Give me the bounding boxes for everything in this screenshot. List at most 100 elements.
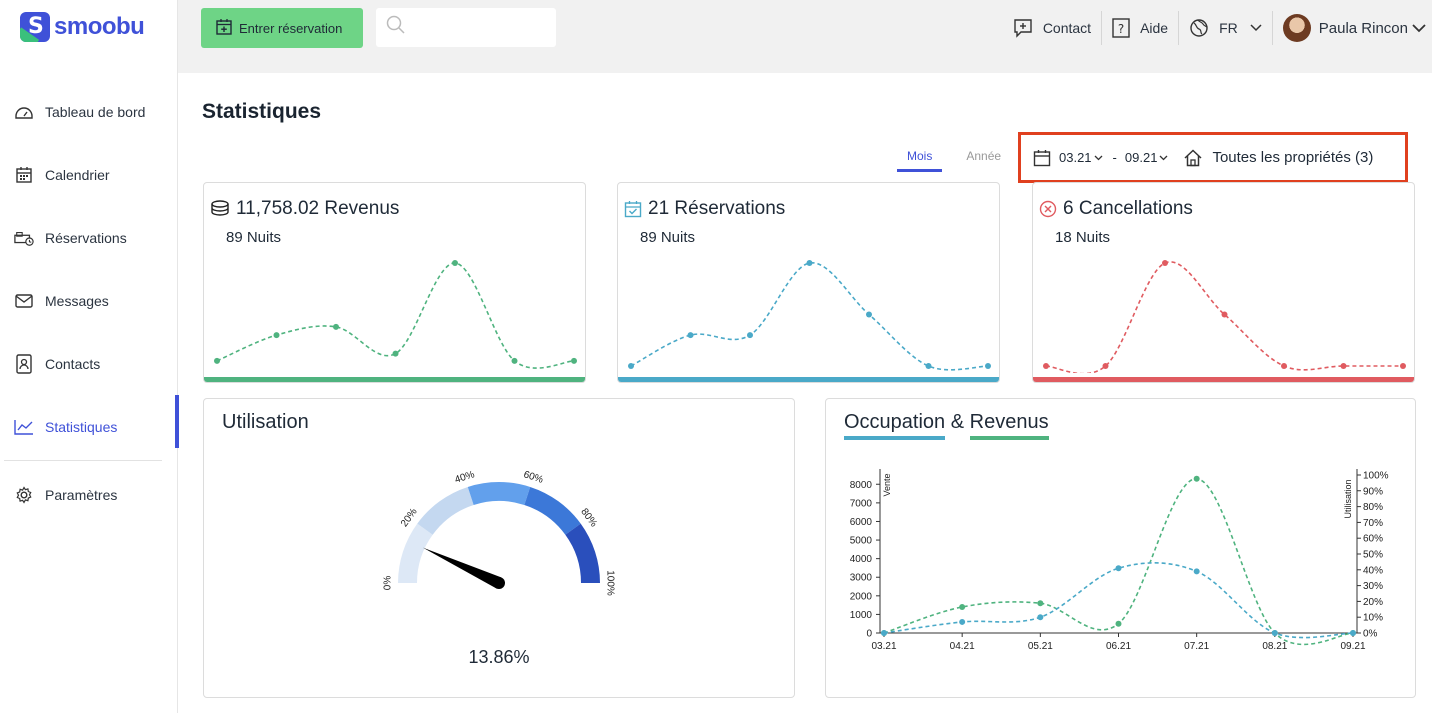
gauge-tick-label: 60% xyxy=(522,469,545,486)
calendar-check-icon xyxy=(624,200,642,218)
date-to-select[interactable]: 09.21 xyxy=(1125,150,1169,165)
sparkline-point xyxy=(866,311,872,318)
revenue-card: 11,758.02 Revenus 89 Nuits xyxy=(203,182,586,383)
y-tick-label: 5000 xyxy=(850,536,873,547)
chart-icon xyxy=(14,417,34,437)
date-from-select[interactable]: 03.21 xyxy=(1059,150,1103,165)
occupation-chart: 0 1000 2000 3000 4000 5000 6000 7000 8000 0% 10% 20… xyxy=(850,469,1389,652)
gauge-tick-label: 40% xyxy=(454,469,477,486)
user-menu[interactable]: Paula Rincon xyxy=(1271,11,1432,45)
contact-icon xyxy=(14,353,34,374)
date-property-filter: 03.21 - 09.21 Toutes les propriétés (3) xyxy=(1018,132,1408,183)
sidebar-item-statistics[interactable]: Statistiques xyxy=(0,395,179,458)
reservations-title-text: 21 Réservations xyxy=(648,198,786,219)
sparkline-point xyxy=(628,363,634,369)
date-separator: - xyxy=(1112,150,1117,165)
sparkline-point xyxy=(806,260,813,266)
property-label: Toutes les propriétés (3) xyxy=(1212,149,1374,166)
contact-button[interactable]: Contact xyxy=(1003,11,1101,45)
page-title: Statistiques xyxy=(202,100,322,123)
brand-name: smoobu xyxy=(54,13,145,40)
home-icon xyxy=(1184,148,1202,167)
help-icon: ? xyxy=(1112,18,1130,38)
property-select[interactable]: Toutes les propriétés (3) xyxy=(1184,148,1374,167)
y2-axis-label: Utilisation xyxy=(1343,479,1353,518)
series-point xyxy=(1115,620,1122,627)
top-right-menu: Contact ? Aide FR Paula Rincon xyxy=(1003,8,1432,48)
sidebar-item-label: Calendrier xyxy=(45,166,110,183)
sparkline-point xyxy=(1162,260,1168,266)
sidebar-item-reservations[interactable]: Réservations xyxy=(0,206,178,269)
reservations-nights: 89 Nuits xyxy=(640,229,696,246)
sidebar-item-label: Tableau de bord xyxy=(45,103,146,120)
y2-tick-label: 30% xyxy=(1363,581,1383,592)
y2-tick-label: 90% xyxy=(1363,486,1383,497)
occupation-legend[interactable]: Occupation xyxy=(844,411,946,440)
calendar-plus-icon xyxy=(215,18,233,39)
y2-tick-label: 20% xyxy=(1363,597,1383,608)
utilisation-title: Utilisation xyxy=(222,411,309,433)
y2-tick-label: 60% xyxy=(1363,534,1383,545)
sidebar-item-calendar[interactable]: Calendrier xyxy=(0,143,178,206)
search-input[interactable] xyxy=(412,20,552,35)
top-bar: Entrer réservation Contact ? Aide FR xyxy=(178,0,1432,73)
revenue-accent-bar xyxy=(204,377,585,382)
series-line xyxy=(883,477,1354,646)
tab-year[interactable]: Année xyxy=(966,149,1002,163)
y2-tick-label: 40% xyxy=(1363,565,1383,576)
help-button[interactable]: ? Aide xyxy=(1101,11,1178,45)
series-point xyxy=(959,603,966,610)
svg-text:?: ? xyxy=(1118,22,1124,36)
y2-tick-label: 50% xyxy=(1363,550,1383,561)
sparkline-point xyxy=(985,363,991,369)
y2-tick-label: 70% xyxy=(1363,518,1383,529)
y2-tick-label: 0% xyxy=(1363,629,1378,640)
series-point xyxy=(1350,630,1356,636)
language-select[interactable]: FR xyxy=(1178,11,1272,45)
chevron-down-icon xyxy=(1250,24,1262,32)
language-label: FR xyxy=(1219,20,1238,36)
calendar-icon xyxy=(14,165,34,185)
y-tick-label: 2000 xyxy=(850,591,873,602)
brand-logo[interactable]: S smoobu xyxy=(20,12,145,42)
sidebar-item-messages[interactable]: Messages xyxy=(0,269,178,332)
date-to-value: 09.21 xyxy=(1124,150,1158,165)
mail-icon xyxy=(14,291,34,311)
sidebar-item-settings[interactable]: Paramètres xyxy=(0,463,178,526)
enter-reservation-button[interactable]: Entrer réservation xyxy=(201,8,363,48)
series-point xyxy=(1193,475,1200,482)
gauge-segment xyxy=(398,523,433,583)
calendar-icon xyxy=(1033,149,1051,167)
sparkline-point xyxy=(1400,363,1406,369)
revenue-legend[interactable]: Revenus xyxy=(969,411,1049,440)
reservations-accent-bar xyxy=(618,377,999,382)
x-tick-label: 07.21 xyxy=(1184,641,1209,652)
cancellations-title-text: 6 Cancellations xyxy=(1063,198,1193,219)
cancellations-title: 6 Cancellations xyxy=(1039,198,1193,220)
coins-icon xyxy=(210,200,230,218)
search-box[interactable] xyxy=(376,8,556,47)
sparkline-point xyxy=(571,357,577,364)
reservations-card: 21 Réservations 89 Nuits xyxy=(617,182,1000,383)
cancellations-sparkline xyxy=(1043,260,1406,373)
reservations-title: 21 Réservations xyxy=(624,198,785,220)
utilisation-gauge: 0%20%40% 60%80%100% xyxy=(383,469,616,596)
revenue-title-text: 11,758.02 Revenus xyxy=(236,198,400,219)
contact-label: Contact xyxy=(1042,20,1092,36)
sidebar-item-dashboard[interactable]: Tableau de bord xyxy=(0,80,178,143)
sparkline-point xyxy=(214,357,220,364)
sidebar-item-label: Messages xyxy=(45,292,109,309)
sidebar-item-contacts[interactable]: Contacts xyxy=(0,332,178,395)
cancel-circle-icon xyxy=(1039,200,1057,218)
sparkline-point xyxy=(511,357,518,364)
user-name: Paula Rincon xyxy=(1318,19,1408,37)
gauge-segment xyxy=(524,486,581,535)
sparkline-point xyxy=(392,350,399,357)
y-tick-label: 0 xyxy=(866,629,872,640)
sparkline-point xyxy=(1221,311,1228,318)
sidebar-item-label: Réservations xyxy=(45,229,127,246)
sparkline-point xyxy=(333,323,339,330)
logo-icon: S xyxy=(20,12,50,42)
series-point xyxy=(1115,565,1122,572)
tab-month[interactable]: Mois xyxy=(897,149,943,172)
